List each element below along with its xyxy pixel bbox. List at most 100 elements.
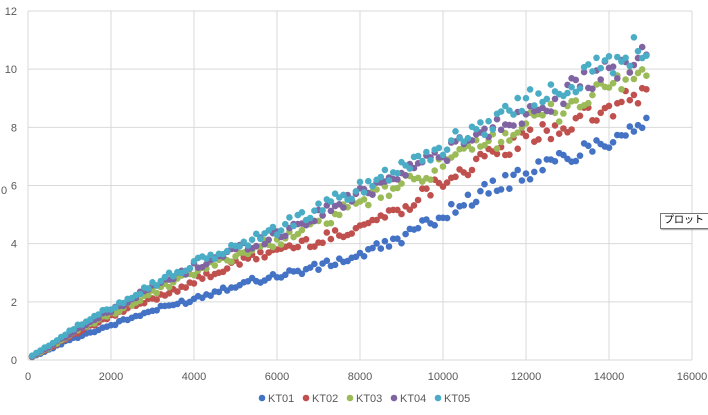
data-point-kt02[interactable]	[257, 248, 264, 256]
data-point-kt05[interactable]	[365, 177, 372, 185]
data-point-kt01[interactable]	[443, 214, 451, 222]
data-point-kt01[interactable]	[638, 124, 646, 132]
data-point-kt01[interactable]	[510, 171, 517, 179]
data-point-kt04[interactable]	[369, 191, 376, 198]
data-point-kt01[interactable]	[502, 171, 509, 179]
data-point-kt05[interactable]	[331, 190, 339, 197]
data-point-kt02[interactable]	[244, 255, 252, 262]
data-point-kt05[interactable]	[609, 69, 617, 77]
data-point-kt01[interactable]	[414, 224, 422, 232]
data-point-kt01[interactable]	[630, 128, 638, 135]
data-point-kt02[interactable]	[514, 145, 521, 153]
data-point-kt05[interactable]	[589, 68, 596, 75]
data-point-kt02[interactable]	[331, 227, 339, 234]
data-point-kt01[interactable]	[385, 243, 393, 250]
data-point-kt03[interactable]	[381, 183, 389, 190]
data-point-kt02[interactable]	[493, 150, 501, 158]
data-point-kt05[interactable]	[622, 54, 629, 62]
data-point-kt02[interactable]	[626, 96, 634, 104]
data-point-kt03[interactable]	[539, 112, 546, 119]
data-point-kt01[interactable]	[311, 260, 318, 268]
data-point-kt02[interactable]	[634, 100, 642, 107]
data-point-kt03[interactable]	[547, 100, 555, 108]
data-point-kt01[interactable]	[485, 190, 492, 197]
data-point-kt02[interactable]	[618, 98, 625, 106]
data-point-kt03[interactable]	[609, 79, 617, 87]
data-point-kt02[interactable]	[472, 155, 480, 163]
data-point-kt04[interactable]	[609, 63, 617, 70]
data-point-kt05[interactable]	[514, 94, 521, 102]
legend-label[interactable]: KT04	[400, 393, 426, 405]
data-point-kt02[interactable]	[153, 296, 160, 303]
data-point-kt03[interactable]	[605, 84, 613, 91]
data-point-kt01[interactable]	[464, 191, 472, 199]
data-point-kt03[interactable]	[165, 283, 173, 291]
data-point-kt05[interactable]	[340, 191, 347, 199]
data-point-kt01[interactable]	[460, 202, 468, 209]
data-point-kt03[interactable]	[211, 262, 219, 269]
data-point-kt01[interactable]	[526, 176, 534, 183]
data-point-kt05[interactable]	[634, 47, 642, 55]
data-point-kt05[interactable]	[489, 126, 497, 133]
data-point-kt01[interactable]	[572, 157, 580, 165]
data-point-kt01[interactable]	[535, 158, 542, 165]
data-point-kt05[interactable]	[439, 151, 447, 159]
data-point-kt04[interactable]	[572, 76, 580, 84]
data-point-kt03[interactable]	[394, 184, 401, 192]
data-point-kt05[interactable]	[161, 273, 169, 281]
data-point-kt02[interactable]	[394, 206, 401, 214]
data-point-kt05[interactable]	[535, 90, 542, 97]
data-point-kt05[interactable]	[406, 165, 414, 172]
data-point-kt04[interactable]	[597, 76, 604, 83]
data-point-kt05[interactable]	[157, 277, 165, 285]
data-point-kt05[interactable]	[348, 195, 356, 203]
data-point-kt02[interactable]	[252, 255, 260, 263]
data-point-kt05[interactable]	[248, 236, 256, 243]
data-point-kt05[interactable]	[510, 111, 517, 118]
data-point-kt05[interactable]	[585, 61, 592, 68]
data-point-kt04[interactable]	[518, 120, 526, 127]
data-point-kt05[interactable]	[518, 107, 526, 115]
data-point-kt05[interactable]	[481, 131, 488, 138]
data-point-kt05[interactable]	[576, 85, 584, 92]
data-point-kt01[interactable]	[539, 166, 546, 174]
data-point-kt03[interactable]	[618, 86, 625, 93]
data-point-kt05[interactable]	[282, 220, 289, 228]
data-point-kt05[interactable]	[186, 264, 194, 272]
data-point-kt02[interactable]	[452, 173, 459, 181]
data-point-kt01[interactable]	[626, 123, 634, 130]
data-point-kt01[interactable]	[298, 270, 306, 278]
data-point-kt03[interactable]	[572, 97, 580, 104]
data-point-kt02[interactable]	[643, 86, 650, 93]
data-point-kt03[interactable]	[277, 241, 285, 248]
data-point-kt05[interactable]	[427, 156, 434, 164]
data-point-kt05[interactable]	[526, 86, 534, 93]
data-points[interactable]	[28, 34, 650, 361]
data-point-kt03[interactable]	[560, 110, 567, 117]
data-point-kt05[interactable]	[360, 189, 368, 196]
data-point-kt05[interactable]	[298, 209, 306, 216]
data-point-kt05[interactable]	[62, 331, 69, 339]
data-point-kt01[interactable]	[431, 222, 439, 229]
data-point-kt05[interactable]	[464, 134, 472, 142]
data-point-kt01[interactable]	[472, 198, 480, 206]
data-point-kt05[interactable]	[472, 125, 480, 133]
data-point-kt05[interactable]	[435, 144, 443, 152]
data-point-kt01[interactable]	[497, 186, 505, 193]
data-point-kt03[interactable]	[468, 146, 476, 153]
data-point-kt02[interactable]	[199, 275, 206, 283]
data-point-kt05[interactable]	[257, 235, 264, 243]
data-point-kt01[interactable]	[423, 216, 430, 223]
data-point-kt05[interactable]	[203, 255, 210, 262]
data-point-kt03[interactable]	[385, 192, 393, 200]
data-point-kt02[interactable]	[427, 192, 434, 199]
data-point-kt01[interactable]	[360, 252, 368, 260]
data-point-kt02[interactable]	[348, 230, 356, 237]
data-point-kt05[interactable]	[352, 188, 360, 195]
data-point-kt05[interactable]	[269, 223, 277, 231]
data-point-kt02[interactable]	[506, 151, 513, 158]
data-point-kt01[interactable]	[215, 288, 223, 296]
data-point-kt05[interactable]	[111, 304, 119, 311]
data-point-kt05[interactable]	[70, 326, 77, 333]
